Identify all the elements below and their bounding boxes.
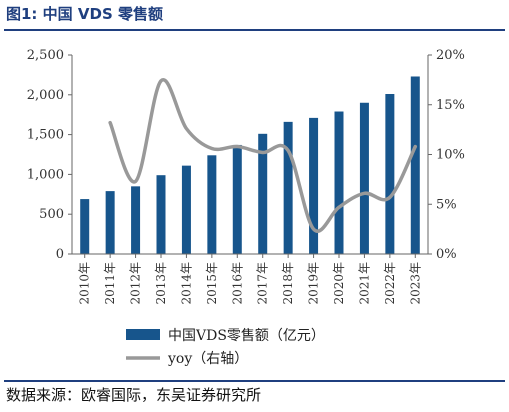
- x-tick-label: 2021年: [357, 262, 371, 305]
- bar: [207, 155, 217, 254]
- x-tick-label: 2020年: [332, 262, 346, 305]
- bar: [80, 199, 90, 254]
- legend-bar-label: 中国VDS零售额（亿元）: [168, 328, 325, 344]
- bar: [283, 121, 293, 254]
- source-rule: [4, 380, 505, 382]
- chart: 0 500 1,000 1,500 2,000 2,500 0% 5% 10% 15% 20% 201…: [27, 48, 465, 367]
- x-tick-label: 2010年: [78, 262, 92, 305]
- right-tick-label: 20%: [436, 48, 465, 63]
- bar: [156, 175, 166, 254]
- right-tick-label: 5%: [436, 197, 457, 212]
- left-tick-label: 2,500: [27, 48, 64, 63]
- title-rule: [4, 29, 505, 31]
- bar: [181, 165, 191, 254]
- x-tick-label: 2023年: [408, 262, 422, 305]
- left-tick-label: 1,500: [27, 128, 64, 143]
- chart-title: 图1: 中国 VDS 零售额: [6, 5, 163, 23]
- bar: [309, 117, 319, 254]
- bar: [131, 186, 141, 254]
- bar: [359, 102, 369, 254]
- x-tick-label: 2016年: [230, 262, 244, 305]
- left-tick-label: 0: [56, 247, 64, 262]
- bar: [385, 94, 395, 254]
- x-tick-label: 2019年: [307, 262, 321, 305]
- legend-line-label: yoy（右轴）: [167, 351, 248, 367]
- legend-bar-swatch: [126, 329, 160, 340]
- left-tick-label: 2,000: [27, 88, 64, 103]
- right-tick-label: 0%: [436, 247, 457, 262]
- bar: [105, 191, 115, 254]
- x-tick-label: 2011年: [103, 262, 117, 305]
- right-tick-label: 10%: [436, 148, 465, 163]
- left-tick-label: 1,000: [27, 167, 64, 182]
- x-tick-label: 2015年: [205, 262, 219, 305]
- x-tick-label: 2022年: [383, 262, 397, 305]
- x-tick-label: 2017年: [256, 262, 270, 305]
- x-tick-label: 2013年: [154, 262, 168, 305]
- x-tick-label: 2012年: [129, 262, 143, 305]
- yoy-line: [108, 78, 418, 233]
- x-tick-label: 2014年: [179, 262, 193, 305]
- x-tick-label: 2018年: [281, 262, 295, 305]
- source-note: 数据来源：欧睿国际，东吴证券研究所: [6, 386, 262, 404]
- right-tick-label: 15%: [436, 98, 465, 113]
- bar: [334, 111, 344, 255]
- bar: [258, 133, 268, 254]
- bar: [232, 144, 242, 254]
- bar: [410, 76, 420, 254]
- left-tick-label: 500: [39, 207, 64, 222]
